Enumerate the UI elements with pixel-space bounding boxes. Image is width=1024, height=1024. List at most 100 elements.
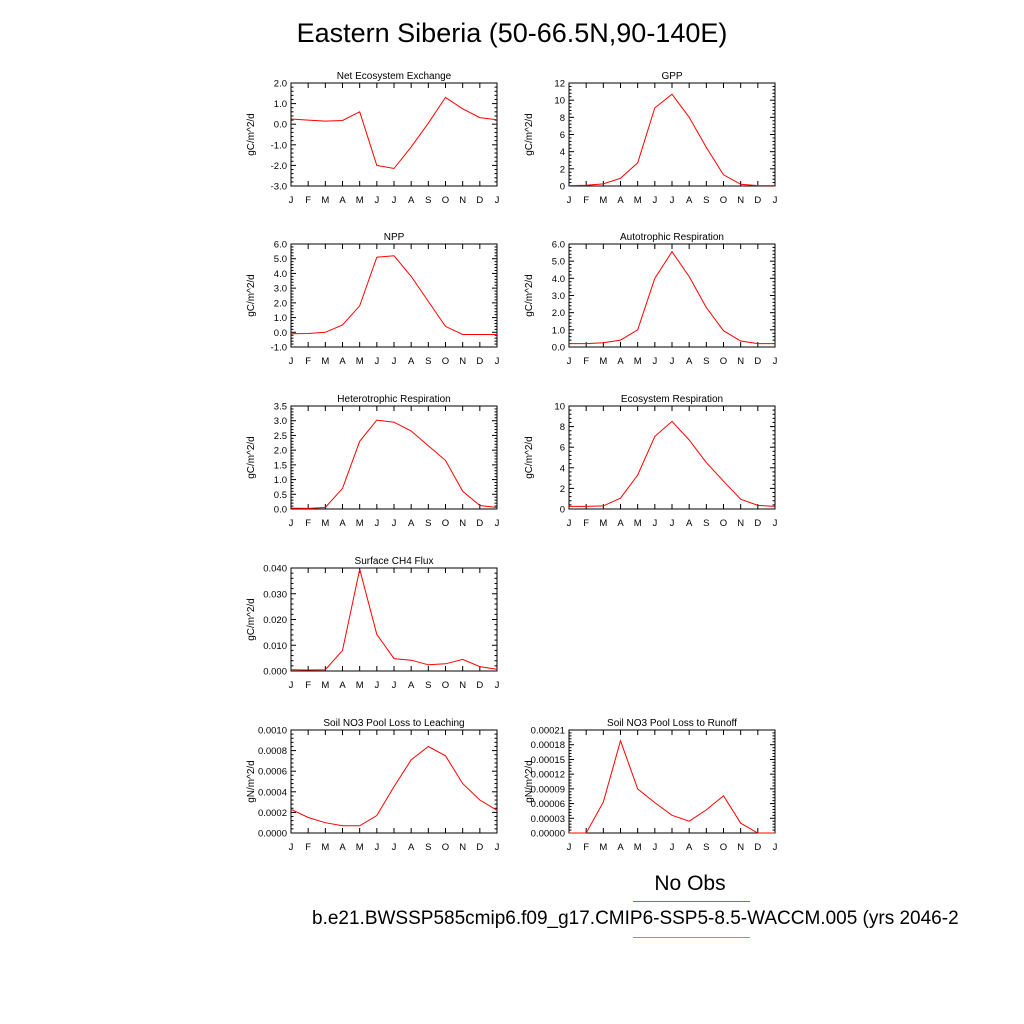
x-tick-label: M bbox=[356, 842, 364, 853]
x-tick-label: F bbox=[305, 356, 311, 367]
x-tick-label: M bbox=[356, 680, 364, 691]
x-tick-label: J bbox=[652, 842, 657, 853]
y-tick-label: 0.0 bbox=[274, 505, 287, 516]
series-line bbox=[569, 739, 775, 834]
x-tick-label: N bbox=[737, 842, 744, 853]
y-tick-label: 4.0 bbox=[552, 274, 565, 285]
x-tick-label: A bbox=[617, 842, 624, 853]
x-tick-label: N bbox=[459, 842, 466, 853]
x-tick-label: A bbox=[408, 680, 415, 691]
y-tick-label: 2.0 bbox=[552, 308, 565, 319]
x-tick-label: A bbox=[408, 356, 415, 367]
chart-panel-0: Net Ecosystem Exchange gC/m^2/d -3.0 -2.0 -1… bbox=[246, 71, 500, 206]
y-axis-label: gC/m^2/d bbox=[524, 436, 535, 479]
x-tick-label: J bbox=[652, 518, 657, 529]
x-tick-label: J bbox=[374, 518, 379, 529]
x-tick-label: J bbox=[289, 680, 294, 691]
x-tick-label: J bbox=[495, 842, 500, 853]
y-tick-label: 0.010 bbox=[263, 641, 287, 652]
y-tick-label: 3.5 bbox=[274, 402, 287, 413]
x-tick-label: F bbox=[305, 680, 311, 691]
y-tick-label: 6.0 bbox=[552, 240, 565, 251]
x-tick-label: S bbox=[425, 842, 431, 853]
legend-obs-line bbox=[633, 901, 750, 902]
x-tick-label: S bbox=[425, 680, 431, 691]
y-tick-label: 0.00021 bbox=[531, 726, 565, 737]
x-tick-label: O bbox=[442, 195, 449, 206]
x-tick-label: A bbox=[408, 518, 415, 529]
x-tick-label: J bbox=[670, 356, 675, 367]
y-tick-label: 0.0 bbox=[274, 120, 287, 131]
x-tick-label: D bbox=[754, 195, 761, 206]
x-tick-label: J bbox=[289, 356, 294, 367]
x-tick-label: J bbox=[567, 356, 572, 367]
x-tick-label: J bbox=[567, 195, 572, 206]
y-tick-label: 2.0 bbox=[274, 79, 287, 90]
x-tick-label: M bbox=[599, 356, 607, 367]
series-line bbox=[569, 420, 776, 507]
x-tick-label: F bbox=[583, 842, 589, 853]
chart-panel-6: Surface CH4 Flux gC/m^2/d 0.000 0.010 0.020 0… bbox=[246, 556, 500, 691]
y-tick-label: 8 bbox=[560, 422, 565, 433]
x-tick-label: A bbox=[339, 842, 346, 853]
y-tick-label: 10 bbox=[554, 96, 565, 107]
y-tick-label: 6.0 bbox=[274, 240, 287, 251]
y-tick-label: 1.5 bbox=[274, 460, 287, 471]
plot-frame bbox=[290, 243, 498, 348]
chart-panel-3: Autotrophic Respiration gC/m^2/d 0.0 1.0 2.0… bbox=[524, 232, 778, 367]
x-tick-label: J bbox=[392, 356, 397, 367]
y-tick-label: 0.0004 bbox=[258, 787, 287, 798]
y-tick-label: 8 bbox=[560, 113, 565, 124]
x-tick-label: A bbox=[408, 842, 415, 853]
x-tick-label: S bbox=[703, 842, 709, 853]
x-tick-label: D bbox=[754, 518, 761, 529]
y-tick-label: 0.0 bbox=[274, 328, 287, 339]
x-tick-label: M bbox=[599, 195, 607, 206]
y-tick-label: 0.00012 bbox=[531, 770, 565, 781]
x-tick-label: A bbox=[686, 195, 693, 206]
y-axis-label: gC/m^2/d bbox=[524, 113, 535, 156]
x-tick-label: A bbox=[339, 518, 346, 529]
chart-title: Surface CH4 Flux bbox=[355, 556, 434, 567]
chart-panel-4: Heterotrophic Respiration gC/m^2/d 0.0 0.5 1… bbox=[246, 394, 500, 529]
y-tick-label: 2 bbox=[560, 484, 565, 495]
chart-title: Soil NO3 Pool Loss to Runoff bbox=[607, 718, 737, 729]
chart-panel-7: Soil NO3 Pool Loss to LeachinggN/m^2/d0.… bbox=[246, 718, 500, 853]
y-tick-label: 0.000 bbox=[263, 667, 287, 678]
series-line bbox=[290, 419, 498, 509]
x-tick-label: J bbox=[374, 195, 379, 206]
y-tick-label: 1.0 bbox=[274, 313, 287, 324]
x-tick-label: A bbox=[686, 356, 693, 367]
x-tick-label: J bbox=[670, 842, 675, 853]
x-tick-label: D bbox=[476, 842, 483, 853]
x-tick-label: D bbox=[476, 195, 483, 206]
x-tick-label: M bbox=[321, 680, 329, 691]
y-tick-label: 1.0 bbox=[552, 325, 565, 336]
legend-case-label: b.e21.BWSSP585cmip6.f09_g17.CMIP6-SSP5-8… bbox=[312, 908, 959, 929]
x-tick-label: J bbox=[495, 195, 500, 206]
x-tick-label: A bbox=[617, 195, 624, 206]
y-tick-label: 0.00006 bbox=[531, 799, 565, 810]
y-tick-label: 0.5 bbox=[274, 490, 287, 501]
series-line bbox=[569, 250, 775, 345]
plot-frame bbox=[568, 82, 776, 187]
x-tick-label: O bbox=[720, 195, 727, 206]
x-tick-label: J bbox=[670, 518, 675, 529]
y-axis-label: gC/m^2/d bbox=[246, 436, 257, 479]
x-tick-label: J bbox=[773, 518, 778, 529]
y-tick-label: -3.0 bbox=[271, 182, 287, 193]
y-tick-label: 6 bbox=[560, 443, 565, 454]
series-line bbox=[290, 96, 498, 170]
x-tick-label: D bbox=[754, 356, 761, 367]
x-tick-label: J bbox=[652, 356, 657, 367]
x-tick-label: J bbox=[374, 680, 379, 691]
x-tick-label: J bbox=[289, 195, 294, 206]
x-tick-label: A bbox=[617, 518, 624, 529]
y-tick-label: 0.00018 bbox=[531, 740, 565, 751]
x-tick-label: J bbox=[495, 356, 500, 367]
x-tick-label: J bbox=[773, 356, 778, 367]
y-tick-label: -2.0 bbox=[271, 161, 287, 172]
